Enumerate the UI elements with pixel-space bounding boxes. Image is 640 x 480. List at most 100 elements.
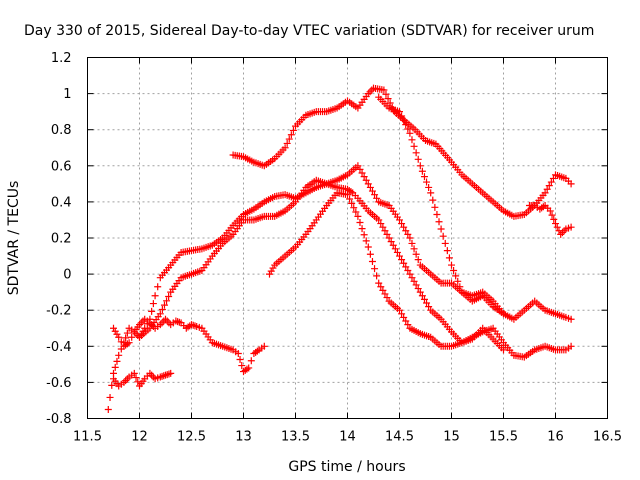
data-point — [364, 180, 372, 188]
data-point — [557, 230, 565, 238]
y-axis-label: SDTVAR / TECUs — [6, 181, 22, 296]
data-point — [400, 313, 408, 321]
data-point — [368, 86, 376, 94]
x-tick-label: 16.5 — [593, 430, 622, 445]
x-tick-label: 11.5 — [73, 430, 102, 445]
data-point — [123, 375, 131, 383]
data-point — [352, 208, 360, 216]
data-point — [354, 162, 362, 170]
data-point — [410, 142, 418, 150]
data-point — [398, 220, 406, 228]
data-point — [452, 272, 460, 280]
data-point — [377, 283, 385, 291]
data-point — [238, 362, 246, 370]
data-point — [383, 294, 391, 302]
data-point — [111, 363, 119, 371]
data-point — [414, 256, 422, 264]
data-point — [366, 250, 374, 258]
data-point — [281, 144, 289, 152]
data-point — [398, 112, 406, 120]
data-point — [408, 274, 416, 282]
data-point — [371, 191, 379, 199]
y-tick-label: 0.4 — [51, 195, 72, 210]
data-point — [110, 369, 117, 377]
data-point — [546, 207, 554, 215]
data-point — [393, 248, 401, 256]
data-point — [396, 306, 403, 314]
data-point — [130, 369, 138, 377]
data-point — [132, 374, 140, 382]
data-point — [123, 329, 131, 337]
data-point — [406, 270, 414, 278]
data-point — [117, 345, 125, 353]
data-point — [414, 285, 422, 293]
data-point — [402, 121, 410, 129]
plot-frame — [87, 57, 608, 419]
data-point — [122, 334, 130, 342]
data-point — [234, 350, 242, 358]
tick-labels: 11.5 12 12.5 13 13.5 14 14.5 15 15.5 16 16.5 -0.8 -0… — [46, 51, 622, 445]
data-point — [260, 342, 268, 350]
data-point — [160, 372, 168, 380]
data-point — [431, 203, 439, 211]
series-track-1 — [229, 84, 575, 220]
data-point — [368, 187, 376, 195]
y-tick-label: 1.2 — [51, 51, 72, 66]
data-point — [151, 292, 159, 300]
data-point — [289, 126, 297, 134]
data-point — [567, 180, 575, 188]
data-point — [406, 234, 414, 242]
data-point — [553, 223, 561, 231]
data-point — [189, 321, 197, 329]
data-point — [287, 131, 295, 139]
data-point — [404, 230, 412, 238]
data-point — [382, 90, 390, 98]
data-point — [550, 215, 558, 223]
data-point — [385, 234, 393, 242]
data-point — [567, 223, 575, 231]
data-point — [500, 346, 507, 354]
data-point — [379, 223, 387, 231]
y-tick-label: 0 — [63, 268, 71, 283]
x-tick-label: 14.5 — [385, 430, 414, 445]
data-point — [548, 211, 556, 219]
y-tick-label: 1 — [63, 87, 71, 102]
data-point — [427, 189, 435, 197]
series-track-3 — [110, 315, 268, 376]
data-point — [283, 139, 291, 147]
data-point — [191, 322, 199, 330]
data-point — [348, 199, 356, 207]
data-point — [113, 357, 121, 365]
data-point — [412, 149, 420, 157]
data-point — [410, 277, 418, 285]
x-tick-label: 14 — [339, 430, 356, 445]
data-point — [358, 169, 366, 177]
data-point — [373, 194, 381, 202]
x-tick-label: 16 — [547, 430, 564, 445]
data-point — [408, 239, 416, 247]
data-point — [115, 333, 123, 341]
data-point — [354, 212, 362, 220]
data-point — [379, 286, 387, 294]
data-point — [543, 185, 551, 193]
data-point — [362, 237, 370, 245]
grid — [87, 57, 608, 419]
chart-title: Day 330 of 2015, Sidereal Day-to-day VTE… — [24, 23, 594, 39]
series-track-7 — [266, 189, 507, 354]
data-point — [441, 239, 449, 247]
data-point — [398, 310, 406, 318]
y-tick-label: 0.2 — [51, 232, 72, 247]
data-point — [110, 324, 117, 332]
data-point — [567, 342, 575, 350]
data-point — [418, 167, 426, 175]
data-point — [134, 378, 142, 386]
y-tick-label: -0.2 — [46, 304, 71, 319]
data-point — [448, 261, 455, 269]
data-point — [541, 189, 549, 197]
data-point — [425, 183, 433, 191]
data-series — [104, 84, 575, 413]
data-point — [400, 116, 408, 124]
data-point — [366, 183, 374, 191]
data-point — [412, 250, 420, 258]
data-point — [404, 266, 412, 274]
